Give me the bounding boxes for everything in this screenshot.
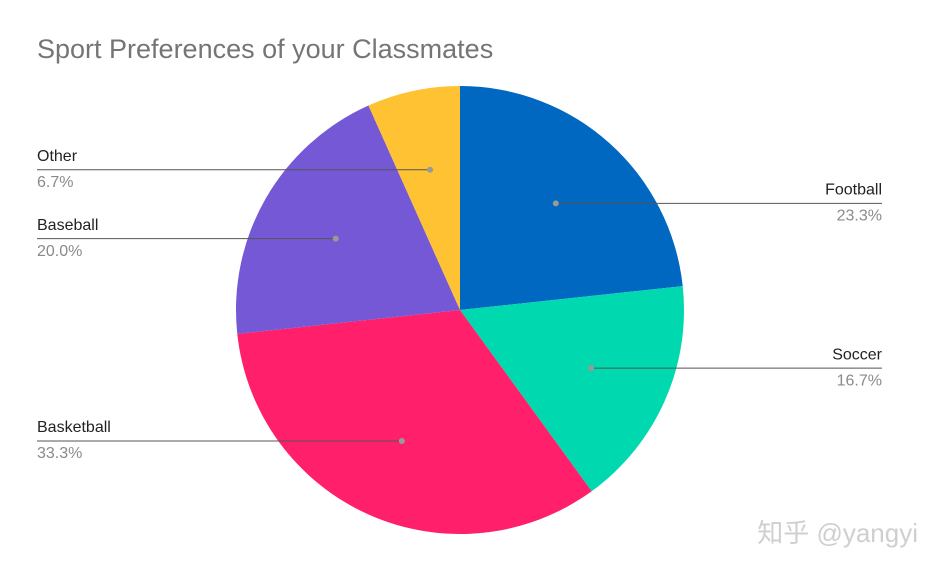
- watermark: 知乎 @yangyi: [757, 518, 918, 548]
- leader-dot: [398, 438, 405, 445]
- slice-label: Basketball: [37, 419, 111, 436]
- slice-label: Soccer: [832, 346, 882, 363]
- slice-value-label: 6.7%: [37, 174, 73, 191]
- leader-dot: [427, 166, 434, 173]
- slice-value-label: 23.3%: [837, 208, 882, 225]
- pie-slice: [237, 310, 592, 534]
- pie-slice: [460, 286, 684, 492]
- leader-dot: [588, 365, 595, 372]
- pie-slice: [368, 86, 460, 310]
- slice-label: Football: [825, 182, 882, 199]
- slice-label: Other: [37, 148, 78, 165]
- leader-dot: [552, 200, 559, 207]
- slice-value-label: 16.7%: [837, 372, 882, 389]
- slice-label: Baseball: [37, 217, 98, 234]
- chart-title: Sport Preferences of your Classmates: [37, 34, 493, 64]
- slice-value-label: 20.0%: [37, 243, 82, 260]
- pie-slice: [460, 86, 683, 310]
- pie-slice: [236, 105, 460, 334]
- leader-dot: [332, 235, 339, 242]
- slice-value-label: 33.3%: [37, 445, 82, 462]
